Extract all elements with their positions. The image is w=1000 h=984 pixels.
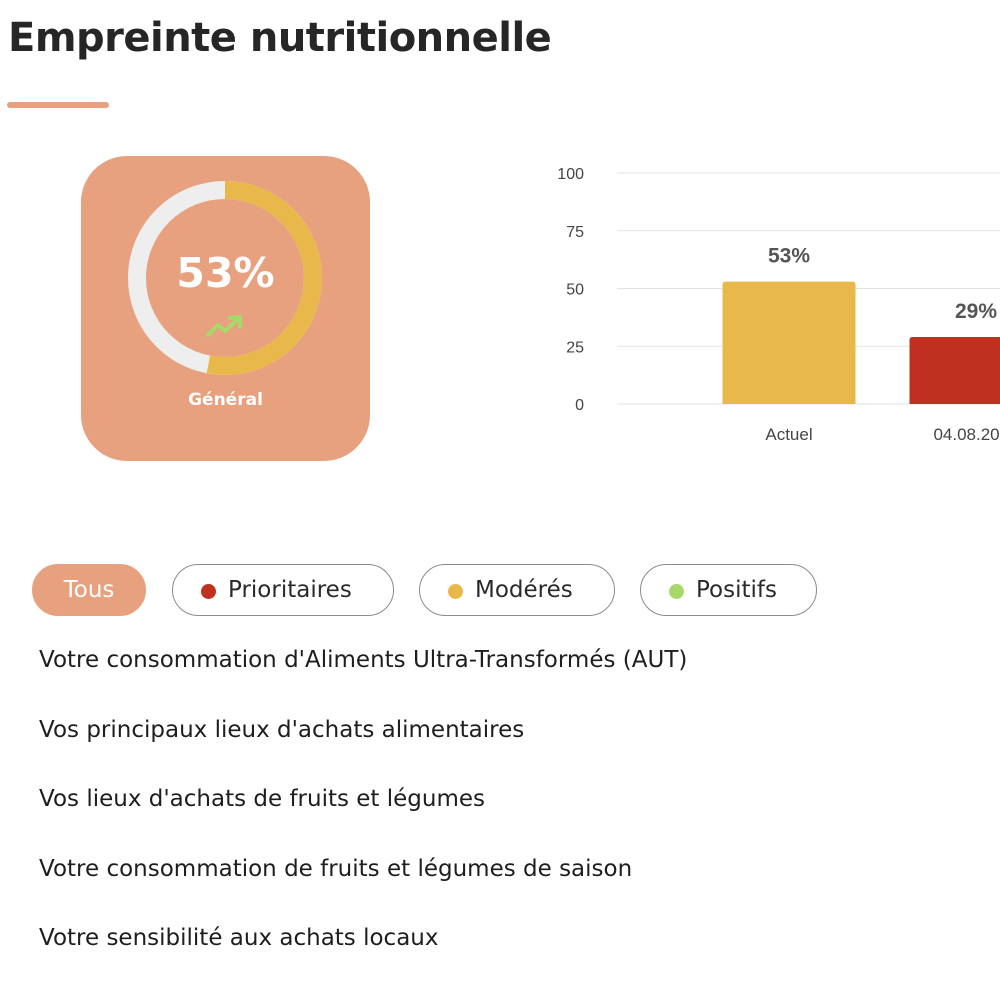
priority-dot-icon (201, 584, 216, 599)
positive-dot-icon (669, 584, 684, 599)
y-tick-label: 0 (575, 397, 584, 414)
score-ring (81, 156, 370, 461)
score-label: Général (81, 390, 370, 410)
topic-item[interactable]: Votre sensibilité aux achats locaux (39, 914, 687, 984)
moderate-dot-icon (448, 584, 463, 599)
topic-item[interactable]: Votre consommation d'Aliments Ultra-Tran… (39, 636, 687, 706)
y-tick-label: 100 (557, 166, 584, 183)
topic-item[interactable]: Votre consommation de fruits et légumes … (39, 845, 687, 915)
filter-moderate-button[interactable]: Modérés (419, 564, 615, 616)
y-tick-label: 25 (566, 339, 584, 356)
filter-positive-button[interactable]: Positifs (640, 564, 817, 616)
filter-moderate-label: Modérés (475, 577, 573, 603)
topic-item[interactable]: Vos lieux d'achats de fruits et légumes (39, 775, 687, 845)
topic-list: Votre consommation d'Aliments Ultra-Tran… (39, 636, 687, 984)
y-tick-label: 75 (566, 224, 584, 241)
data-label: 29% (955, 300, 997, 323)
title-underline (7, 102, 109, 108)
topic-item[interactable]: Vos principaux lieux d'achats alimentair… (39, 706, 687, 776)
filter-positive-label: Positifs (696, 577, 777, 603)
general-score-card[interactable]: 53% Général (81, 156, 370, 461)
y-tick-label: 50 (566, 282, 584, 299)
bar (723, 282, 856, 404)
filter-priority-label: Prioritaires (228, 577, 352, 603)
trending-up-icon (206, 314, 244, 338)
data-label: 53% (768, 245, 810, 268)
history-bar-chart: 0 25 50 75 100 53% Actuel 29% 04.08.2023 (540, 150, 1000, 460)
page-title: Empreinte nutritionnelle (8, 10, 551, 66)
x-tick-label: Actuel (765, 425, 812, 444)
bar (910, 337, 1000, 404)
filter-all-button[interactable]: Tous (32, 564, 146, 616)
x-tick-label: 04.08.2023 (933, 425, 1000, 444)
score-value: 53% (81, 248, 370, 298)
filter-priority-button[interactable]: Prioritaires (172, 564, 394, 616)
